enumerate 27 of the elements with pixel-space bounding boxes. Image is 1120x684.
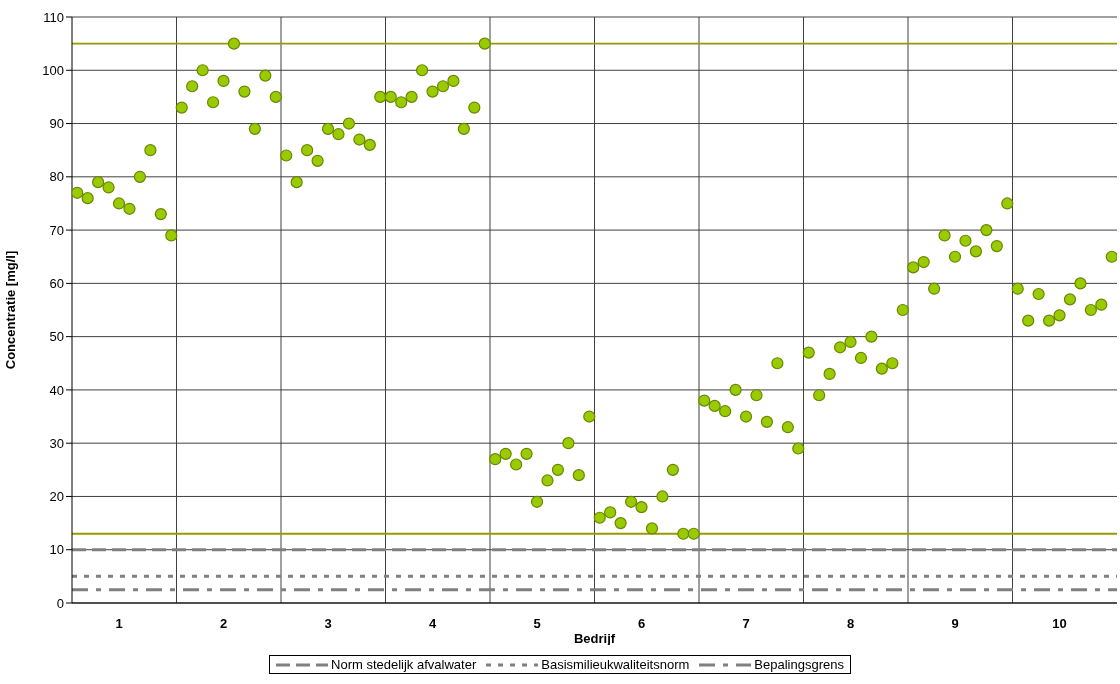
- x-tick-label: 3: [324, 616, 332, 632]
- legend-label: Norm stedelijk afvalwater: [331, 657, 477, 672]
- y-tick-label: 110: [43, 9, 64, 25]
- y-tick-label: 50: [49, 329, 64, 345]
- legend-label: Basismilieukwaliteitsnorm: [541, 657, 690, 672]
- y-tick-label: 20: [49, 489, 64, 505]
- y-tick-label: 80: [49, 169, 64, 185]
- x-tick-label: 9: [951, 616, 959, 632]
- y-tick-label: 70: [49, 222, 64, 238]
- x-tick-label: 7: [742, 616, 750, 632]
- y-tick-label: 90: [49, 116, 64, 132]
- x-tick-label: 1: [115, 616, 123, 632]
- x-tick-label: 6: [637, 616, 646, 632]
- y-tick-label: 0: [56, 595, 64, 611]
- legend-label: Bepalingsgrens: [754, 657, 844, 672]
- y-tick-label: 10: [49, 542, 64, 558]
- x-tick-label: 8: [846, 616, 855, 632]
- x-tick-label: 2: [219, 616, 228, 632]
- y-tick-label: 100: [42, 62, 64, 78]
- x-axis-title: Bedrijf: [573, 631, 616, 646]
- y-axis-title: Concentratie [mg/l]: [2, 250, 18, 370]
- y-tick-label: 30: [49, 435, 64, 451]
- y-tick-label: 40: [49, 382, 64, 398]
- x-tick-label: 10: [1052, 616, 1067, 632]
- x-tick-label: 4: [428, 616, 437, 632]
- y-tick-label: 60: [49, 275, 64, 291]
- x-tick-label: 5: [533, 616, 541, 632]
